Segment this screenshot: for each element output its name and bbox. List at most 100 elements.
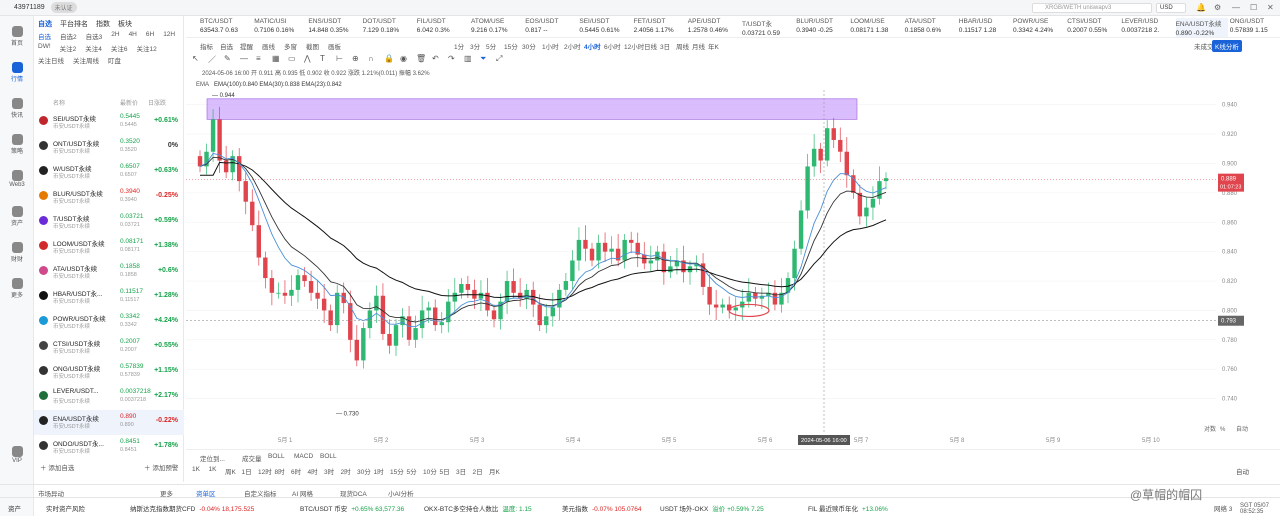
status-item[interactable]: 纳斯达克指数期货CFD -0.04% 18,175.525 bbox=[130, 503, 254, 513]
timeframe-chip[interactable]: 3日 bbox=[456, 469, 467, 476]
locate-button[interactable]: 定位到... bbox=[200, 456, 225, 463]
toolbar-item[interactable]: 3日 bbox=[660, 44, 671, 51]
timeframe-chip[interactable]: 周K bbox=[225, 469, 236, 476]
watchlist-chip[interactable]: DW! bbox=[38, 43, 51, 50]
layout-icon[interactable]: ▥ bbox=[464, 54, 472, 63]
watchlist-tab[interactable]: 板块 bbox=[118, 21, 132, 28]
watchlist-chip[interactable]: 自选2 bbox=[60, 34, 77, 41]
search-input[interactable]: XRGB/WETH uniswapv3 bbox=[1032, 3, 1152, 13]
timeframe-chip[interactable]: 1日 bbox=[241, 469, 252, 476]
mode-select[interactable]: 未成交 bbox=[1194, 44, 1214, 51]
subchart-tab[interactable]: 成交量 bbox=[242, 456, 262, 463]
nav-web3[interactable]: Web3 bbox=[0, 170, 34, 188]
more-link[interactable]: 更多 bbox=[160, 491, 173, 498]
ticker-item[interactable]: EOS/USDT 0.817 -- bbox=[525, 18, 577, 34]
toolbar-item[interactable]: 周线 bbox=[676, 44, 689, 51]
timeframe-chip[interactable]: 1K bbox=[192, 466, 200, 473]
market-move-tab[interactable]: 市场异动 bbox=[38, 491, 64, 498]
subchart-tab[interactable]: MACD bbox=[294, 453, 314, 460]
watchlist-tab[interactable]: 平台排名 bbox=[60, 21, 88, 28]
undo-icon[interactable]: ↶ bbox=[432, 54, 439, 63]
bottom-tab[interactable]: 现货DCA bbox=[340, 491, 367, 498]
fib-icon[interactable]: ▦ bbox=[272, 54, 280, 63]
bell-icon[interactable]: 🔔 bbox=[1196, 3, 1206, 12]
ticker-item[interactable]: CTSI/USDT 0.2007 0.55% bbox=[1067, 18, 1119, 34]
watchlist-chip[interactable]: 关注6 bbox=[110, 46, 128, 53]
ticker-item[interactable]: LEVER/USD 0.0037218 2. bbox=[1121, 18, 1173, 34]
ticker-item[interactable]: FIL/USDT 6.042 0.3% bbox=[417, 18, 469, 34]
maximize-icon[interactable]: ☐ bbox=[1250, 3, 1258, 12]
nav-news[interactable]: 快讯 bbox=[0, 98, 34, 119]
timeframe-chip[interactable]: 15分 bbox=[390, 469, 404, 476]
ticker-item[interactable]: MATIC/USI 0.7106 0.16% bbox=[254, 18, 306, 34]
header-price[interactable]: 最新价 bbox=[120, 101, 139, 107]
status-item[interactable]: 资产 bbox=[8, 503, 25, 513]
kline-chart[interactable]: 2024-05-06 16:00 开 0.911 高 0.935 低 0.902… bbox=[186, 68, 1280, 449]
nav-finance[interactable]: 财财 bbox=[0, 242, 34, 263]
status-item[interactable]: BTC/USDT 币安 +0.65% 63,577.36 bbox=[300, 503, 404, 513]
timeframe-chip[interactable]: 2时 bbox=[340, 469, 351, 476]
watchlist-chip[interactable]: 关注2 bbox=[59, 46, 77, 53]
ticker-item[interactable]: ATA/USDT 0.1858 0.6% bbox=[905, 18, 957, 34]
watchlist-row[interactable]: W/USDT永续 币安USDT永续 0.6507 0.6507 +0.63% bbox=[34, 160, 184, 185]
timeframe-chip[interactable]: 1K bbox=[208, 466, 217, 473]
ticker-item[interactable]: DOT/USDT 7.129 0.18% bbox=[363, 18, 415, 34]
text-icon[interactable]: T bbox=[320, 54, 325, 63]
zoom-icon[interactable]: ⊕ bbox=[352, 54, 359, 63]
ticker-item[interactable]: LOOM/USE 0.08171 1.38 bbox=[850, 18, 902, 34]
nav-home[interactable]: 首页 bbox=[0, 26, 34, 47]
watchlist-row[interactable]: HBAR/USDT永... 币安USDT永续 0.11517 0.11517 +1.28… bbox=[34, 285, 184, 310]
timeframe-chip[interactable]: 3时 bbox=[324, 469, 335, 476]
watchlist-row[interactable]: ONT/USDT永续 币安USDT永续 0.3520 0.3520 0% bbox=[34, 135, 184, 160]
watchlist-chip[interactable]: 6H bbox=[145, 31, 155, 38]
trash-icon[interactable]: 🗑 bbox=[416, 54, 427, 63]
cursor-icon[interactable]: ↖ bbox=[192, 54, 199, 63]
hline-icon[interactable]: — bbox=[240, 54, 248, 63]
status-item[interactable]: 实时资产风险 bbox=[46, 503, 89, 513]
watchlist-row[interactable]: BLUR/USDT永续 币安USDT永续 0.3940 0.3940 -0.25% bbox=[34, 185, 184, 210]
timeframe-chip[interactable]: 5日 bbox=[439, 469, 450, 476]
toolbar-item[interactable]: 12小时 bbox=[624, 44, 645, 51]
toolbar-item[interactable]: 画板 bbox=[328, 44, 341, 51]
watchlist-chip[interactable]: 4H bbox=[128, 31, 137, 38]
subchart-tab[interactable]: BOLL bbox=[268, 453, 285, 460]
watchlist-chip[interactable]: 盯盘 bbox=[108, 58, 121, 65]
watchlist-row[interactable]: ENA/USDT永续 币安USDT永续 0.890 0.890 -0.22% bbox=[34, 410, 184, 435]
watchlist-chip[interactable]: 关注12 bbox=[136, 46, 157, 53]
toolbar-item[interactable]: 自选 bbox=[220, 44, 233, 51]
watchlist-row[interactable]: POWR/USDT永续 币安USDT永续 0.3342 0.3342 +4.24% bbox=[34, 310, 184, 335]
minimize-icon[interactable]: — bbox=[1232, 3, 1240, 12]
lock-icon[interactable]: 🔒 bbox=[384, 54, 394, 63]
toolbar-item[interactable]: 画线 bbox=[262, 44, 275, 51]
watchlist-chip[interactable]: 12H bbox=[163, 31, 176, 38]
line-icon[interactable]: ／ bbox=[208, 55, 216, 64]
watchlist-chip[interactable]: 关注周线 bbox=[73, 58, 99, 65]
watchlist-row[interactable]: SEI/USDT永续 币安USDT永续 0.5445 0.5445 +0.61% bbox=[34, 110, 184, 135]
toolbar-item[interactable]: 6小时 bbox=[604, 44, 621, 51]
ticker-item[interactable]: ENS/USDT 14.848 0.35% bbox=[308, 18, 360, 34]
chart-svg[interactable]: 2024-05-06 16:00 开 0.911 高 0.935 低 0.902… bbox=[186, 68, 1280, 449]
watchlist-chip[interactable]: 关注日线 bbox=[38, 58, 64, 65]
timeframe-chip[interactable]: 1时 bbox=[373, 469, 384, 476]
nav-wallet[interactable]: 资产 bbox=[0, 206, 34, 227]
timeframe-chip[interactable]: 12时 bbox=[258, 469, 272, 476]
timeframe-chip[interactable]: 8时 bbox=[274, 469, 285, 476]
watchlist-row[interactable]: T/USDT永续 币安USDT永续 0.03721 0.03721 +0.59% bbox=[34, 210, 184, 235]
toolbar-item[interactable]: 5分 bbox=[486, 44, 497, 51]
watchlist-row[interactable]: CTSI/USDT永续 币安USDT永续 0.2007 0.2007 +0.55% bbox=[34, 335, 184, 360]
channel-icon[interactable]: ≡ bbox=[256, 54, 261, 63]
ticker-item[interactable]: SEI/USDT 0.5445 0.61% bbox=[579, 18, 631, 34]
toolbar-item[interactable]: 3分 bbox=[470, 44, 481, 51]
toolbar-item[interactable]: 日线 bbox=[644, 44, 657, 51]
header-change[interactable]: 日涨跌 bbox=[148, 101, 167, 107]
magnet-icon[interactable]: ∩ bbox=[368, 54, 374, 63]
toolbar-item[interactable]: 多窗 bbox=[284, 44, 297, 51]
ticker-item[interactable]: ENA/USDT永续 0.890 -0.22% bbox=[1175, 18, 1228, 37]
watchlist-chip[interactable]: 自选3 bbox=[85, 34, 103, 41]
close-icon[interactable]: ✕ bbox=[1267, 3, 1274, 12]
toolbar-item[interactable]: 月线 bbox=[692, 44, 705, 51]
subchart-tab[interactable]: BOLL bbox=[320, 453, 337, 460]
header-name[interactable]: 名称 bbox=[53, 101, 66, 107]
timeframe-chip[interactable]: 5分 bbox=[406, 469, 417, 476]
nav-more[interactable]: 更多 bbox=[0, 278, 34, 299]
